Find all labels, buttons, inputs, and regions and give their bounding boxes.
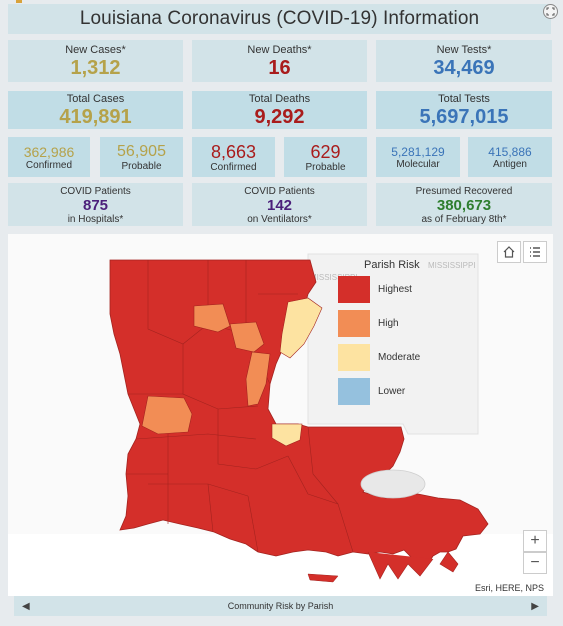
- molecular-tests-card: 5,281,129 Molecular: [376, 137, 460, 177]
- state-label-mississippi-2: MISSISSIPPI: [428, 261, 476, 270]
- total-tests-value: 5,697,015: [419, 106, 509, 128]
- new-cases-label: New Cases*: [65, 44, 126, 56]
- legend-item-moderate: Moderate: [338, 344, 420, 371]
- expand-button[interactable]: [543, 4, 558, 19]
- confirmed-deaths-card: 8,663 Confirmed: [192, 137, 275, 177]
- new-tests-label: New Tests*: [436, 44, 492, 56]
- confirmed-deaths-value: 8,663: [210, 141, 257, 162]
- map-attribution[interactable]: Esri, HERE, NPS: [471, 582, 547, 594]
- total-tests-label: Total Tests: [438, 93, 490, 105]
- zoom-in-button[interactable]: +: [523, 530, 547, 552]
- molecular-tests-label: Molecular: [396, 158, 440, 170]
- louisiana-map: MISSISSIPPI MISSISSIPPI: [8, 234, 553, 596]
- new-deaths-value: 16: [268, 57, 291, 79]
- recovered-value: 380,673: [436, 197, 492, 214]
- probable-cases-card: 56,905 Probable: [100, 137, 183, 177]
- state-label-mississippi: MISSISSIPPI: [310, 273, 358, 282]
- expand-icon: [546, 7, 555, 16]
- total-deaths-card: Total Deaths 9,292: [192, 91, 367, 129]
- new-tests-value: 34,469: [433, 57, 495, 79]
- top-accent: [16, 0, 22, 3]
- footer-bar: ◀ Community Risk by Parish ▶: [14, 596, 547, 616]
- list-icon: [530, 247, 540, 257]
- new-deaths-card: New Deaths* 16: [192, 40, 367, 82]
- ventilators-value: 142: [266, 197, 293, 214]
- total-deaths-label: Total Deaths: [248, 93, 311, 105]
- zoom-out-button[interactable]: −: [523, 552, 547, 574]
- legend-swatch-highest: [338, 276, 370, 303]
- molecular-tests-value: 5,281,129: [391, 144, 445, 159]
- risk-map[interactable]: MISSISSIPPI MISSISSIPPI: [8, 234, 553, 596]
- total-cases-card: Total Cases 419,891: [8, 91, 183, 129]
- confirmed-cases-card: 362,986 Confirmed: [8, 137, 90, 177]
- legend-label-highest: Highest: [378, 284, 412, 295]
- total-cases-value: 419,891: [59, 106, 132, 128]
- home-icon: [503, 246, 515, 258]
- prev-page-button[interactable]: ◀: [22, 600, 30, 612]
- legend-title: Parish Risk: [364, 259, 420, 271]
- confirmed-deaths-label: Confirmed: [210, 161, 257, 173]
- probable-deaths-value: 629: [310, 141, 341, 162]
- hospitalized-card: COVID Patients 875 in Hospitals*: [8, 183, 183, 226]
- hospitalized-sub: in Hospitals*: [67, 214, 124, 225]
- hospitalized-label: COVID Patients: [60, 186, 131, 197]
- legend-swatch-lower: [338, 378, 370, 405]
- legend-item-highest: Highest: [338, 276, 412, 303]
- legend-toggle-button[interactable]: [523, 241, 547, 263]
- legend-swatch-moderate: [338, 344, 370, 371]
- new-tests-card: New Tests* 34,469: [376, 40, 552, 82]
- title-bar: Louisiana Coronavirus (COVID-19) Informa…: [8, 4, 551, 34]
- ventilators-card: COVID Patients 142 on Ventilators*: [192, 183, 367, 226]
- probable-cases-value: 56,905: [117, 142, 166, 160]
- legend-label-lower: Lower: [378, 386, 406, 397]
- ventilators-sub: on Ventilators*: [247, 214, 312, 225]
- recovered-sub: as of February 8th*: [421, 214, 507, 225]
- ventilators-label: COVID Patients: [244, 186, 315, 197]
- page-title: Louisiana Coronavirus (COVID-19) Informa…: [79, 8, 480, 29]
- legend-item-lower: Lower: [338, 378, 405, 405]
- new-deaths-label: New Deaths*: [247, 44, 312, 56]
- confirmed-cases-value: 362,986: [23, 143, 75, 160]
- probable-deaths-card: 629 Probable: [284, 137, 367, 177]
- total-tests-card: Total Tests 5,697,015: [376, 91, 552, 129]
- map-legend: Parish Risk Highest High Moderate Lower: [338, 254, 448, 414]
- next-page-button[interactable]: ▶: [531, 600, 539, 612]
- probable-cases-label: Probable: [121, 160, 162, 172]
- home-button[interactable]: [497, 241, 521, 263]
- hospitalized-value: 875: [82, 197, 109, 214]
- confirmed-cases-label: Confirmed: [25, 159, 73, 171]
- antigen-tests-card: 415,886 Antigen: [468, 137, 552, 177]
- total-deaths-value: 9,292: [254, 106, 305, 128]
- probable-deaths-label: Probable: [305, 161, 346, 173]
- recovered-card: Presumed Recovered 380,673 as of Februar…: [376, 183, 552, 226]
- legend-swatch-high: [338, 310, 370, 337]
- legend-label-high: High: [378, 318, 399, 329]
- antigen-tests-value: 415,886: [488, 144, 532, 159]
- legend-label-moderate: Moderate: [378, 352, 421, 363]
- antigen-tests-label: Antigen: [493, 158, 527, 170]
- recovered-label: Presumed Recovered: [415, 186, 513, 197]
- total-cases-label: Total Cases: [66, 93, 125, 105]
- new-cases-card: New Cases* 1,312: [8, 40, 183, 82]
- legend-item-high: High: [338, 310, 399, 337]
- new-cases-value: 1,312: [70, 57, 121, 79]
- footer-title: Community Risk by Parish: [227, 601, 334, 611]
